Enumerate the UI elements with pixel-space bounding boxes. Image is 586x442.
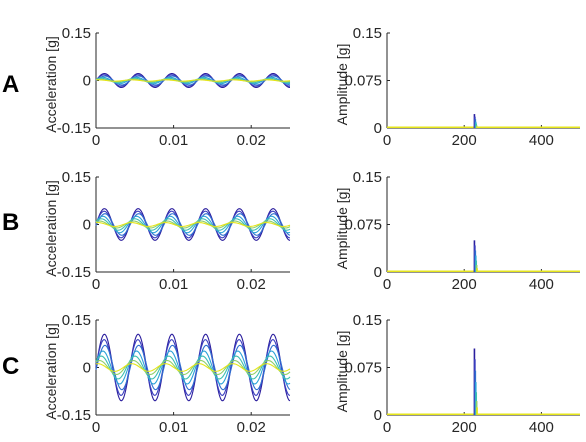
panel-a-time-y-tick-label: 0.15 xyxy=(62,25,91,42)
panel-b-time-y-axis-label: Acceleration [g] xyxy=(43,180,59,277)
panel-b-spectrum-x-tick-label: 200 xyxy=(452,276,477,293)
panel-c-spectrum-x-tick-label: 0 xyxy=(383,419,391,436)
panel-c-spectrum-y-tick-label: 0.15 xyxy=(353,312,382,329)
panel-b-spectrum-y-axis-label: Amplitude [g] xyxy=(334,188,350,270)
panel-b-time-y-tick-label: -0.15 xyxy=(57,264,91,281)
panel-b-waveform-4 xyxy=(95,215,291,234)
panel-a-time-x-tick-label: 0.02 xyxy=(237,132,266,149)
panel-c-time-y-tick-label: 0 xyxy=(83,360,91,377)
panel-label-a: A xyxy=(2,71,19,98)
panel-a-spectrum-x-tick-label: 200 xyxy=(452,132,477,149)
panel-a-waveform-3 xyxy=(95,75,291,86)
panel-b-time-y-tick-label: 0 xyxy=(83,217,91,234)
panel-a-spectrum-y-axis-label: Amplitude [g] xyxy=(334,44,350,126)
panel-c-spectrum-y-tick-label: 0 xyxy=(374,407,382,424)
panel-c-spectrum-y-axis-label: Amplitude [g] xyxy=(334,331,350,413)
panel-c-waveform-4 xyxy=(95,350,291,385)
panel-b-time-x-tick-label: 0 xyxy=(92,276,100,293)
panel-c-spectrum-x-tick-label: 200 xyxy=(452,419,477,436)
panel-b-waveform-3 xyxy=(95,213,291,236)
panel-b-spectrum-x-tick-label: 0 xyxy=(383,276,391,293)
panel-b-time-x-tick-label: 0.01 xyxy=(159,276,188,293)
panel-c-waveform-7 xyxy=(95,363,291,372)
panel-c-waveform-6 xyxy=(95,359,291,376)
panel-a-time-y-tick-label: 0 xyxy=(83,73,91,90)
panel-b-waveform-7 xyxy=(95,222,291,227)
panel-label-b: B xyxy=(2,209,19,236)
panel-a-spectrum-x-tick-label: 400 xyxy=(529,132,554,149)
panel-b-time-x-tick-label: 0.02 xyxy=(237,276,266,293)
panel-c-time-y-tick-label: 0.15 xyxy=(62,312,91,329)
panel-label-c: C xyxy=(2,353,19,380)
panel-a-spectrum-y-tick-label: 0 xyxy=(374,120,382,137)
panel-a-time-y-axis-label: Acceleration [g] xyxy=(43,36,59,133)
panel-a-waveform-7 xyxy=(95,79,291,82)
panel-a-spectrum-x-tick-label: 0 xyxy=(383,132,391,149)
panel-a-time-y-tick-label: -0.15 xyxy=(57,120,91,137)
panel-b-spectrum-x-tick-label: 400 xyxy=(529,276,554,293)
panel-b-spectrum-y-tick-label: 0.15 xyxy=(353,169,382,186)
panel-c-time-x-tick-label: 0.01 xyxy=(159,419,188,436)
panel-b-time-y-tick-label: 0.15 xyxy=(62,169,91,186)
panel-c-time-x-tick-label: 0 xyxy=(92,419,100,436)
panel-c-time-y-axis-label: Acceleration [g] xyxy=(43,323,59,420)
panel-c-spectrum-x-tick-label: 400 xyxy=(529,419,554,436)
panel-b-spectrum-y-tick-label: 0.075 xyxy=(344,217,382,234)
panel-a-spectrum-y-tick-label: 0.15 xyxy=(353,25,382,42)
panel-c-waveform-3 xyxy=(95,344,291,391)
panel-a-time-x-tick-label: 0 xyxy=(92,132,100,149)
panel-b-spectrum-y-tick-label: 0 xyxy=(374,264,382,281)
panel-a-spectrum-y-tick-label: 0.075 xyxy=(344,73,382,90)
panel-c-time-x-tick-label: 0.02 xyxy=(237,419,266,436)
panel-c-spectrum-y-tick-label: 0.075 xyxy=(344,360,382,377)
panel-a-time-x-tick-label: 0.01 xyxy=(159,132,188,149)
panel-c-time-y-tick-label: -0.15 xyxy=(57,407,91,424)
